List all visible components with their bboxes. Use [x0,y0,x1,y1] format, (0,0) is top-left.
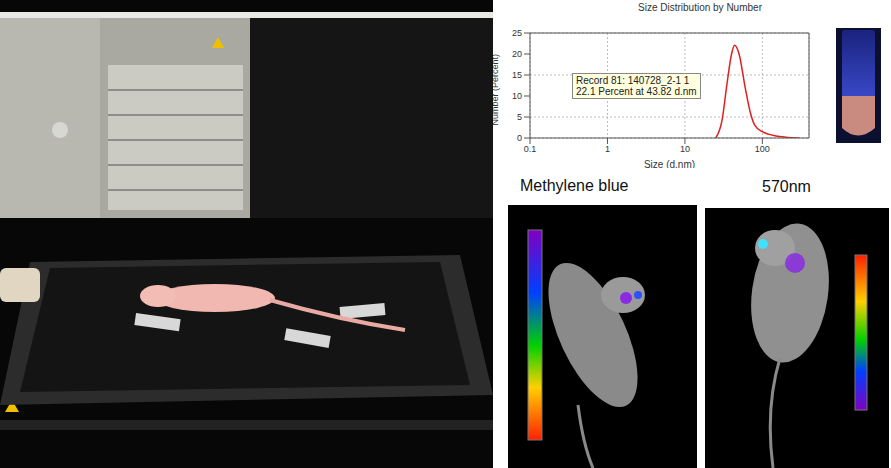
html-text:570nm: 570nm [762,178,811,195]
svg-text:0: 0 [517,133,522,143]
svg-text:10: 10 [512,91,522,101]
svg-text:5: 5 [517,112,522,122]
svg-text:10: 10 [680,144,690,154]
svg-text:0.1: 0.1 [524,144,537,154]
svg-text:100: 100 [755,144,770,154]
svg-text:15: 15 [512,70,522,80]
svg-text:1: 1 [605,144,610,154]
html-text:Size Distribution by Number: Size Distribution by Number [638,2,762,13]
svg-text:25: 25 [512,28,522,38]
html-text:Methylene blue: Methylene blue [520,177,629,194]
svg-text:Number (Percent): Number (Percent) [493,54,500,126]
svg-text:Size (d.nm): Size (d.nm) [644,159,695,168]
html-text:22.1 Percent at 43.82 d.nm: 22.1 Percent at 43.82 d.nm [576,86,697,97]
svg-text:20: 20 [512,49,522,59]
html-text:Record 81: 140728_2-1 1: Record 81: 140728_2-1 1 [576,75,690,86]
